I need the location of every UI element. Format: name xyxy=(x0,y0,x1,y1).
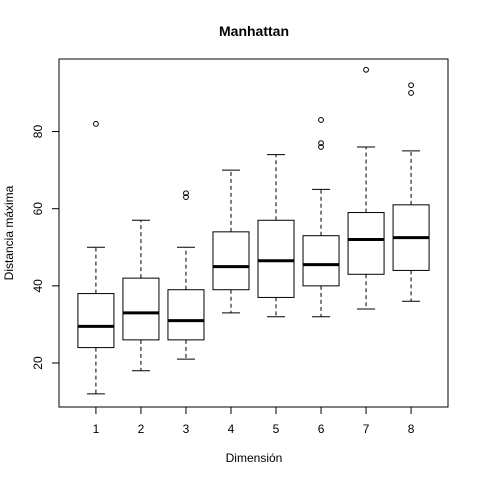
boxes-group xyxy=(77,66,430,395)
outlier-point xyxy=(318,117,324,123)
y-tick-label: 20 xyxy=(31,356,45,370)
outlier-point xyxy=(408,90,414,96)
outlier-point xyxy=(318,140,324,147)
iqr-box xyxy=(122,277,160,341)
outlier-point xyxy=(318,144,324,150)
y-axis: 20 40 60 80 xyxy=(31,125,60,370)
x-tick-label: 8 xyxy=(408,422,415,436)
x-tick-label: 5 xyxy=(273,422,280,436)
x-tick-label: 2 xyxy=(138,422,145,436)
x-tick-label: 4 xyxy=(228,422,235,436)
iqr-box xyxy=(212,231,250,291)
box-6 xyxy=(302,117,340,318)
x-tick-label: 6 xyxy=(318,422,325,436)
box-7 xyxy=(347,66,385,310)
y-tick-label: 80 xyxy=(31,125,45,139)
box-1 xyxy=(77,120,115,395)
x-tick-label: 7 xyxy=(363,422,370,436)
box-3 xyxy=(167,190,205,360)
iqr-box xyxy=(302,235,340,287)
x-axis-label: Dimensión xyxy=(226,451,283,465)
plot-frame xyxy=(58,58,449,408)
iqr-box xyxy=(167,289,205,341)
x-tick-label: 3 xyxy=(183,422,190,436)
outlier-point xyxy=(408,82,414,89)
y-axis-label: Distancia máxima xyxy=(2,185,16,280)
box-8 xyxy=(392,82,430,302)
outlier-point xyxy=(183,194,189,201)
chart-title: Manhattan xyxy=(219,23,289,39)
box-4 xyxy=(212,169,250,314)
outlier-point xyxy=(183,190,189,197)
iqr-box xyxy=(257,219,295,298)
iqr-box xyxy=(77,293,115,349)
y-tick-label: 60 xyxy=(31,202,45,216)
box-5 xyxy=(257,154,295,318)
y-tick-label: 40 xyxy=(31,279,45,293)
outlier-point xyxy=(363,66,369,73)
iqr-box xyxy=(347,212,385,275)
x-axis: 1 2 3 4 5 6 7 8 xyxy=(93,406,415,436)
outlier-point xyxy=(93,120,99,127)
box-2 xyxy=(122,219,160,372)
x-tick-label: 1 xyxy=(93,422,100,436)
